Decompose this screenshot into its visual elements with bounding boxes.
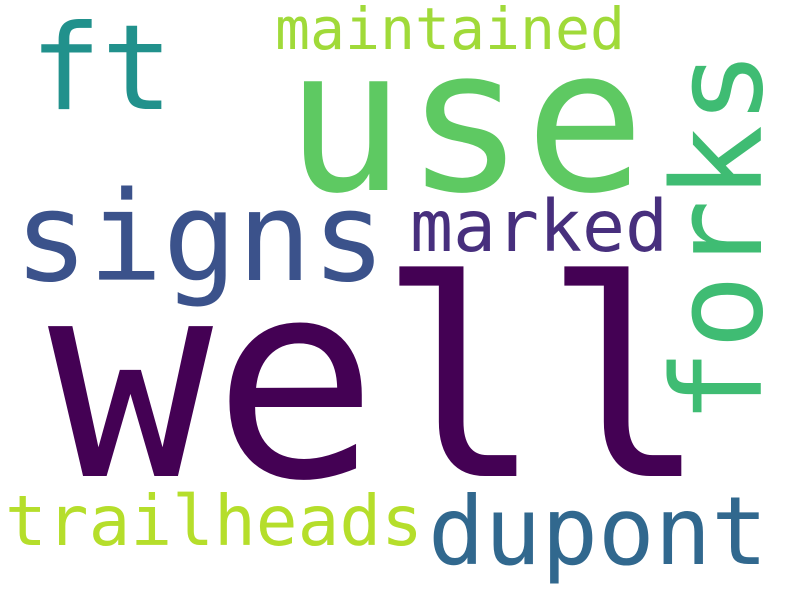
word-maintained: maintained: [275, 0, 625, 63]
word-forks: forks: [646, 50, 791, 424]
word-dupont: dupont: [428, 477, 768, 587]
word-marked: marked: [410, 185, 668, 269]
word-trailheads: trailheads: [5, 482, 423, 563]
word-well: well: [48, 221, 708, 541]
word-ft: ft: [30, 0, 173, 138]
word-signs: signs: [14, 166, 387, 311]
word-use: use: [285, 6, 645, 239]
